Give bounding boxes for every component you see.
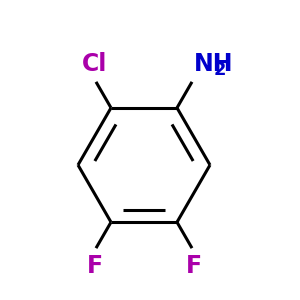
Text: NH: NH [194, 52, 233, 76]
Text: 2: 2 [214, 61, 226, 79]
Text: F: F [86, 254, 103, 278]
Text: Cl: Cl [82, 52, 107, 76]
Text: F: F [185, 254, 202, 278]
